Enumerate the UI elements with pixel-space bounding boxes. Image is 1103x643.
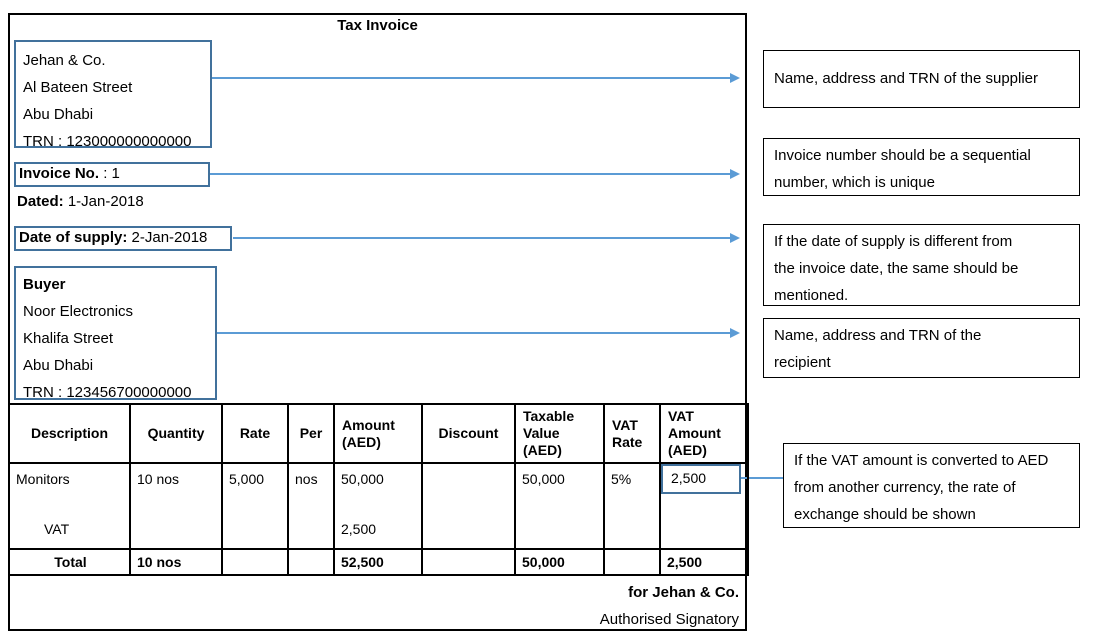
buyer-heading: Buyer [23, 276, 66, 293]
buyer-trn: TRN : 123456700000000 [23, 384, 192, 401]
annotation-recipient: Name, address and TRN of the recipient [763, 318, 1080, 378]
supplier-address-line2: Abu Dhabi [23, 106, 94, 123]
buyer-callout-arrow [217, 328, 740, 338]
total-taxable-value: 50,000 [514, 548, 605, 576]
date-of-supply-box: Date of supply: 2-Jan-2018 [14, 226, 232, 251]
column-header-vat-rate: VAT Rate [603, 403, 661, 464]
invoice-number-callout-arrow [210, 169, 740, 179]
line-item-row: Monitors VAT 10 nos 5,000 nos 50,000 2,5… [8, 462, 749, 550]
item-description: Monitors [16, 471, 70, 487]
invoice-number-value: : 1 [99, 165, 120, 182]
buyer-address-line2: Abu Dhabi [23, 357, 94, 374]
supplier-address-line1: Al Bateen Street [23, 79, 133, 96]
column-header-amount: Amount (AED) [333, 403, 423, 464]
invoice-number-box: Invoice No. : 1 [14, 162, 210, 187]
total-discount [421, 548, 516, 576]
cell-vat-amount [659, 462, 749, 550]
column-header-quantity: Quantity [129, 403, 223, 464]
annotation-supplier: Name, address and TRN of the supplier [763, 50, 1080, 108]
cell-amount: 50,000 2,500 [333, 462, 423, 550]
column-header-vat-amount: VAT Amount (AED) [659, 403, 749, 464]
invoice-number-label: Invoice No. [19, 165, 100, 182]
cell-per: nos [287, 462, 335, 550]
buyer-box: Buyer Noor Electronics Khalifa Street Ab… [14, 266, 217, 401]
invoice-date-label: Dated: [17, 193, 64, 210]
column-header-rate: Rate [221, 403, 289, 464]
invoice-date-value: 1-Jan-2018 [63, 193, 144, 210]
vat-row-label: VAT [44, 521, 70, 537]
invoice-date-line: Dated: 1-Jan-2018 [17, 193, 144, 210]
column-header-per: Per [287, 403, 335, 464]
vat-amount-highlight-box: 2,500 [661, 464, 741, 494]
vat-row-amount: 2,500 [341, 521, 377, 537]
date-of-supply-value: 2-Jan-2018 [127, 229, 208, 246]
signature-for-line: for Jehan & Co. [628, 584, 739, 601]
vat-amount-connector-line [740, 477, 783, 479]
total-vat-amount: 2,500 [659, 548, 749, 576]
supplier-box: Jehan & Co. Al Bateen Street Abu Dhabi T… [14, 40, 212, 150]
date-of-supply-label: Date of supply: [19, 229, 128, 246]
page-title: Tax Invoice [337, 17, 418, 34]
cell-description: Monitors VAT [8, 462, 131, 550]
total-label: Total [8, 548, 131, 576]
cell-rate: 5,000 [221, 462, 289, 550]
column-header-discount: Discount [421, 403, 516, 464]
annotation-invoice-number: Invoice number should be a sequential nu… [763, 138, 1080, 196]
total-rate [221, 548, 289, 576]
total-amount: 52,500 [333, 548, 423, 576]
total-per [287, 548, 335, 576]
cell-taxable-value: 50,000 [514, 462, 605, 550]
invoice-items-table: Description Quantity Rate Per Amount (AE… [8, 403, 749, 576]
invoice-sheet-border [8, 13, 747, 631]
cell-vat-rate: 5% [603, 462, 661, 550]
item-amount: 50,000 [341, 471, 384, 487]
column-header-taxable-value: Taxable Value (AED) [514, 403, 605, 464]
cell-discount [421, 462, 516, 550]
buyer-name: Noor Electronics [23, 303, 134, 320]
total-row: Total 10 nos 52,500 50,000 2,500 [8, 548, 749, 576]
signature-authorised-line: Authorised Signatory [599, 611, 739, 628]
supplier-trn: TRN : 123000000000000 [23, 133, 192, 150]
cell-quantity: 10 nos [129, 462, 223, 550]
buyer-address-line1: Khalifa Street [23, 330, 114, 347]
supplier-callout-arrow [212, 73, 740, 83]
signature-block: for Jehan & Co. Authorised Signatory [8, 579, 747, 633]
total-vat-rate [603, 548, 661, 576]
annotation-date-of-supply: If the date of supply is different from … [763, 224, 1080, 306]
annotation-vat-amount: If the VAT amount is converted to AED fr… [783, 443, 1080, 528]
total-quantity: 10 nos [129, 548, 223, 576]
column-header-description: Description [8, 403, 131, 464]
table-header-row: Description Quantity Rate Per Amount (AE… [8, 403, 749, 464]
supplier-name: Jehan & Co. [23, 52, 106, 69]
date-of-supply-callout-arrow [233, 233, 740, 243]
